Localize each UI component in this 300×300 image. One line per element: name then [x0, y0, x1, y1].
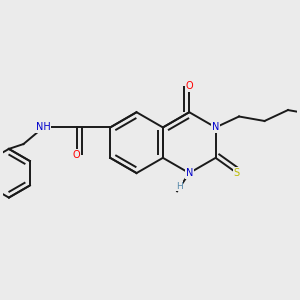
Text: O: O: [73, 150, 81, 160]
Text: H: H: [176, 182, 183, 191]
Text: S: S: [234, 168, 240, 178]
Text: N: N: [212, 122, 219, 132]
Text: NH: NH: [36, 122, 51, 132]
Text: N: N: [186, 168, 193, 178]
Text: O: O: [185, 81, 193, 92]
